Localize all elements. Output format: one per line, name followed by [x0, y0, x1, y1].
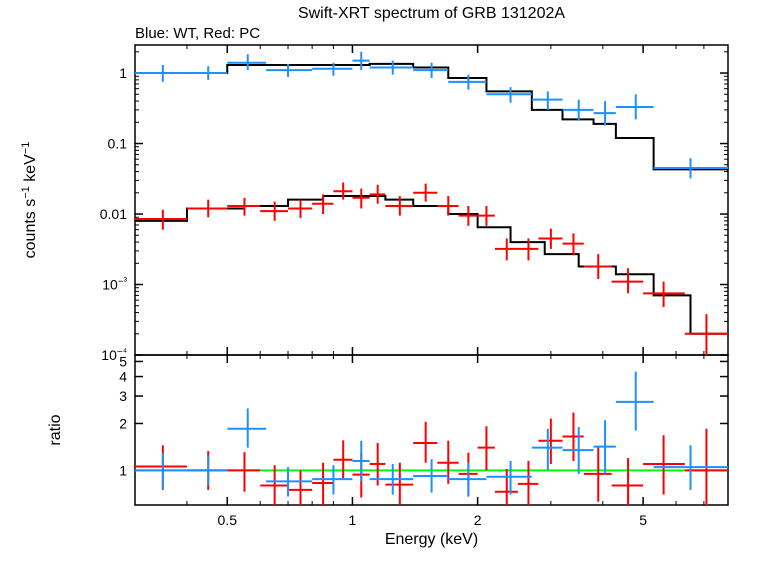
- svg-text:counts s−1 keV−1: counts s−1 keV−1: [20, 142, 39, 259]
- svg-text:1: 1: [119, 65, 127, 81]
- svg-text:Blue: WT, Red: PC: Blue: WT, Red: PC: [135, 25, 260, 42]
- svg-text:2: 2: [474, 512, 482, 528]
- svg-text:ratio: ratio: [47, 414, 64, 445]
- svg-text:3: 3: [119, 388, 127, 404]
- svg-text:Swift-XRT spectrum of GRB 1312: Swift-XRT spectrum of GRB 131202A: [298, 5, 565, 22]
- svg-text:0.1: 0.1: [108, 136, 128, 152]
- svg-text:4: 4: [119, 369, 127, 385]
- svg-text:5: 5: [119, 353, 127, 369]
- svg-text:1: 1: [349, 512, 357, 528]
- svg-text:0.5: 0.5: [218, 512, 238, 528]
- svg-text:2: 2: [119, 415, 127, 431]
- svg-text:0.01: 0.01: [100, 206, 127, 222]
- svg-text:5: 5: [639, 512, 647, 528]
- svg-text:1: 1: [119, 462, 127, 478]
- svg-text:Energy (keV): Energy (keV): [385, 531, 478, 548]
- spectrum-chart: Swift-XRT spectrum of GRB 131202A Blue: W…: [0, 0, 758, 556]
- svg-text:10−³: 10−³: [102, 276, 127, 293]
